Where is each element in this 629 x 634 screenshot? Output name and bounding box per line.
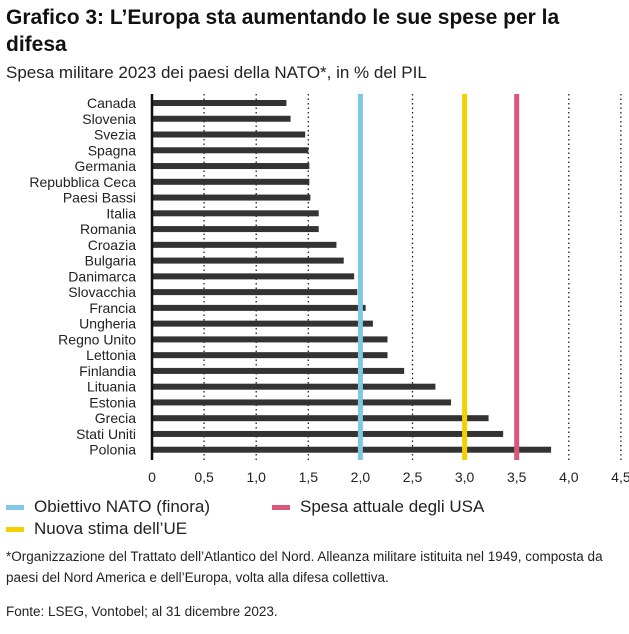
bar bbox=[152, 367, 405, 374]
legend-swatch-nato-target bbox=[6, 504, 24, 510]
bar bbox=[152, 352, 388, 359]
bar bbox=[152, 415, 489, 422]
bar bbox=[152, 446, 552, 453]
x-tick-label: 1,5 bbox=[299, 469, 319, 485]
category-label: Spagna bbox=[88, 142, 136, 158]
category-label: Repubblica Ceca bbox=[29, 174, 136, 190]
category-label: Slovenia bbox=[82, 111, 136, 127]
category-label: Bulgaria bbox=[85, 253, 137, 269]
category-label: Croazia bbox=[88, 237, 136, 253]
category-label: Grecia bbox=[95, 410, 136, 426]
category-label: Ungheria bbox=[79, 316, 136, 332]
category-label: Lettonia bbox=[86, 347, 136, 363]
legend-item-us-spending: Spesa attuale degli USA bbox=[272, 497, 484, 517]
footnote: *Organizzazione del Trattato dell’Atlant… bbox=[6, 549, 603, 585]
bar bbox=[152, 320, 373, 327]
legend-swatch-us-spending bbox=[272, 504, 290, 510]
chart-subtitle: Spesa militare 2023 dei paesi della NATO… bbox=[6, 63, 427, 82]
x-tick-label: 2,5 bbox=[403, 469, 423, 485]
bar bbox=[152, 147, 309, 154]
x-tick-label: 2,0 bbox=[351, 469, 371, 485]
bar bbox=[152, 289, 358, 296]
category-label: Finlandia bbox=[79, 363, 136, 379]
bar bbox=[152, 399, 452, 406]
category-label: Svezia bbox=[94, 127, 136, 143]
x-tick-label: 3,0 bbox=[455, 469, 475, 485]
category-label: Lituania bbox=[87, 379, 136, 395]
x-tick-label: 1,0 bbox=[246, 469, 266, 485]
bar bbox=[152, 273, 355, 280]
bar bbox=[152, 194, 311, 201]
category-label: Francia bbox=[89, 300, 136, 316]
legend-label-eu-estimate: Nuova stima dell’UE bbox=[34, 519, 188, 538]
bar bbox=[152, 163, 310, 170]
bar bbox=[152, 178, 310, 185]
category-label: Germania bbox=[75, 158, 137, 174]
legend-swatch-eu-estimate bbox=[6, 526, 24, 532]
x-tick-label: 3,5 bbox=[507, 469, 527, 485]
chart-title: Grafico 3: L’Europa sta aumentando le su… bbox=[6, 6, 560, 56]
bar-chart: CanadaSloveniaSveziaSpagnaGermaniaRepubb… bbox=[29, 94, 629, 485]
bar bbox=[152, 241, 337, 248]
category-label: Italia bbox=[106, 205, 136, 221]
legend-item-nato-target: Obiettivo NATO (finora) bbox=[6, 497, 210, 517]
bar bbox=[152, 226, 319, 233]
bar bbox=[152, 304, 366, 311]
legend-label-nato-target: Obiettivo NATO (finora) bbox=[34, 497, 211, 516]
x-tick-label: 4,0 bbox=[559, 469, 579, 485]
x-tick-label: 0 bbox=[148, 469, 156, 485]
category-label: Regno Unito bbox=[58, 331, 136, 347]
bar bbox=[152, 336, 388, 343]
bar bbox=[152, 210, 319, 217]
bar bbox=[152, 131, 306, 138]
category-label: Slovacchia bbox=[68, 284, 136, 300]
category-label: Paesi Bassi bbox=[63, 190, 136, 206]
x-tick-label: 0,5 bbox=[194, 469, 214, 485]
bar bbox=[152, 430, 504, 437]
bar bbox=[152, 383, 436, 390]
category-label: Stati Uniti bbox=[76, 426, 136, 442]
legend-label-us-spending: Spesa attuale degli USA bbox=[300, 497, 485, 516]
category-label: Romania bbox=[80, 221, 136, 237]
category-label: Estonia bbox=[89, 394, 136, 410]
category-label: Canada bbox=[87, 95, 136, 111]
bar bbox=[152, 115, 291, 122]
source-note: Fonte: LSEG, Vontobel; al 31 dicembre 20… bbox=[6, 604, 278, 619]
category-label: Danimarca bbox=[68, 268, 136, 284]
x-tick-label: 4,5 bbox=[611, 469, 629, 485]
legend-item-eu-estimate: Nuova stima dell’UE bbox=[6, 519, 187, 539]
bar bbox=[152, 257, 344, 264]
category-label: Polonia bbox=[89, 442, 136, 458]
bar bbox=[152, 100, 287, 106]
